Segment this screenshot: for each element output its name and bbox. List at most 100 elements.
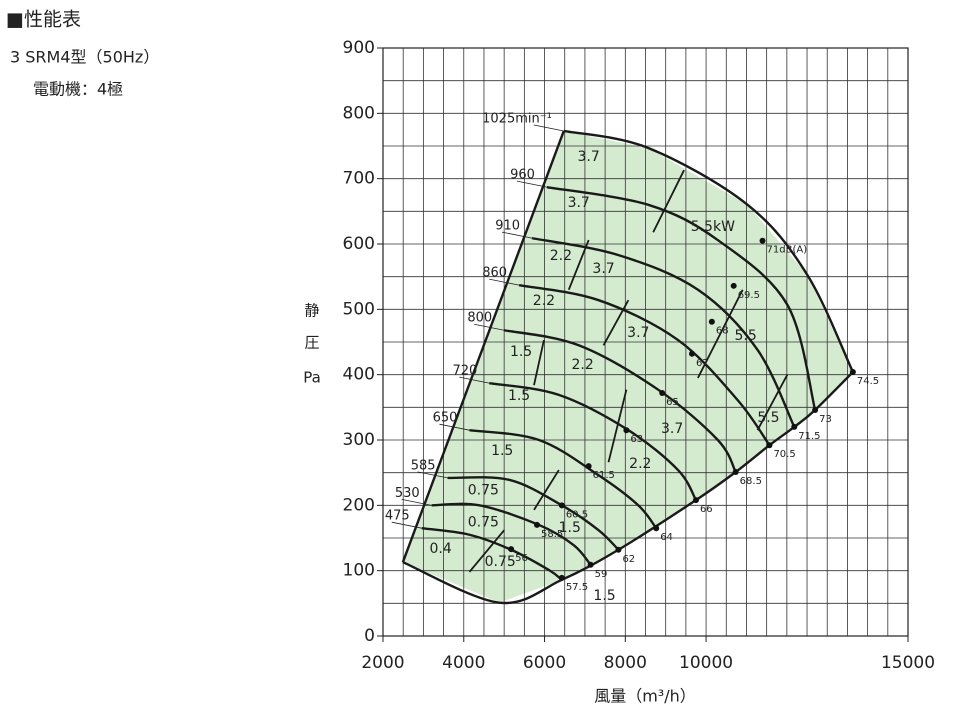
power-boundary: [652, 169, 685, 233]
power-boundary: [607, 389, 628, 463]
y-axis-label: 静: [304, 302, 319, 320]
speed-curve: [503, 329, 737, 473]
noise-label: 61.5: [593, 470, 615, 481]
noise-point: [615, 546, 622, 553]
noise-label: 56: [515, 553, 528, 564]
noise-label: 59: [595, 569, 608, 580]
leader-line: [474, 323, 505, 331]
speed-label: 720: [452, 364, 477, 379]
noise-label: 62: [622, 554, 635, 565]
noise-point: [791, 423, 798, 430]
speed-curve: [563, 129, 855, 373]
x-tick-label: 15000: [881, 653, 935, 673]
power-label: 3.7: [592, 261, 614, 277]
power-label: 5.5kW: [691, 219, 735, 235]
noise-label: 66: [700, 504, 713, 515]
y-axis-label: 圧: [304, 334, 319, 352]
leader-line: [391, 521, 422, 529]
noise-point: [708, 318, 715, 325]
operating-region: [402, 130, 853, 603]
y-tick-label: 900: [343, 38, 375, 58]
noise-label: 67: [696, 358, 709, 369]
power-label: 3.7: [568, 195, 590, 211]
noise-label: 65: [666, 397, 679, 408]
power-label: 2.2: [533, 293, 555, 309]
x-tick-label: 8000: [604, 653, 647, 673]
power-boundary: [602, 299, 630, 346]
noise-point: [759, 237, 766, 244]
noise-point: [732, 469, 739, 476]
power-boundary: [697, 289, 744, 379]
noise-point: [558, 502, 565, 509]
noise-label: 71.5: [798, 431, 820, 442]
noise-label: 68.5: [740, 476, 762, 487]
power-label: 0.4: [429, 541, 451, 557]
motor-label: 電動機：4極: [33, 80, 123, 99]
y-tick-label: 400: [343, 365, 375, 385]
noise-label: 58.5: [541, 529, 563, 540]
power-label: 1.5: [559, 520, 581, 536]
x-tick-label: 4000: [442, 653, 485, 673]
leader-line: [533, 124, 564, 132]
noise-point: [533, 521, 540, 528]
noise-point: [692, 497, 699, 504]
speed-label: 530: [395, 486, 420, 501]
power-label: 1.5: [508, 388, 530, 404]
noise-point: [730, 282, 737, 289]
power-label: 3.7: [627, 325, 649, 341]
noise-point: [623, 427, 630, 434]
leader-line: [439, 423, 470, 431]
power-label: 5.5: [734, 328, 756, 344]
y-tick-label: 500: [343, 299, 375, 319]
noise-point: [849, 369, 856, 376]
noise-label: 74.5: [857, 376, 879, 387]
power-boundary: [468, 529, 505, 573]
noise-point: [558, 574, 565, 581]
power-boundary: [756, 374, 789, 431]
speed-label: 475: [385, 509, 410, 524]
y-tick-label: 100: [343, 561, 375, 581]
leader-line: [417, 471, 448, 479]
leader-line: [459, 376, 490, 384]
speed-label: 910: [495, 219, 520, 234]
speed-curve: [546, 185, 817, 411]
noise-label: 73: [819, 414, 832, 425]
y-tick-label: 0: [364, 626, 375, 646]
leader-line: [489, 278, 520, 286]
power-label: 1.5: [593, 588, 615, 604]
noise-label: 68: [716, 326, 729, 337]
power-label: 2.2: [550, 248, 572, 264]
y-tick-label: 600: [343, 234, 375, 254]
noise-label: 57.5: [566, 582, 588, 593]
y-axis-label: Pa: [303, 369, 321, 387]
noise-point: [812, 406, 819, 413]
noise-point: [659, 389, 666, 396]
noise-point: [585, 463, 592, 470]
power-boundary: [533, 469, 560, 511]
noise-label: 63: [630, 434, 643, 445]
noise-label: 64: [660, 532, 673, 543]
noise-label: 60.5: [566, 509, 588, 520]
power-label: 1.5: [510, 344, 532, 360]
speed-label: 960: [510, 168, 535, 183]
speed-label: 860: [482, 266, 507, 281]
y-tick-label: 800: [343, 103, 375, 123]
x-tick-label: 10000: [679, 653, 733, 673]
noise-point: [688, 350, 695, 357]
power-label: 3.7: [578, 149, 600, 165]
x-axis-label: 風量（m³/h）: [594, 687, 696, 706]
speed-curve: [518, 283, 771, 446]
power-label: 1.5: [491, 443, 513, 459]
power-boundary: [567, 239, 590, 291]
noise-label: 71dB(A): [767, 245, 808, 256]
surge-line: [401, 130, 565, 563]
page-title: ■性能表: [6, 9, 81, 31]
speed-label: 585: [411, 458, 436, 473]
speed-curve: [531, 236, 796, 428]
y-tick-label: 200: [343, 495, 375, 515]
noise-point: [587, 561, 594, 568]
y-tick-label: 300: [343, 430, 375, 450]
lower-boundary: [402, 371, 854, 605]
leader-line: [501, 231, 533, 239]
noise-point: [653, 525, 660, 532]
